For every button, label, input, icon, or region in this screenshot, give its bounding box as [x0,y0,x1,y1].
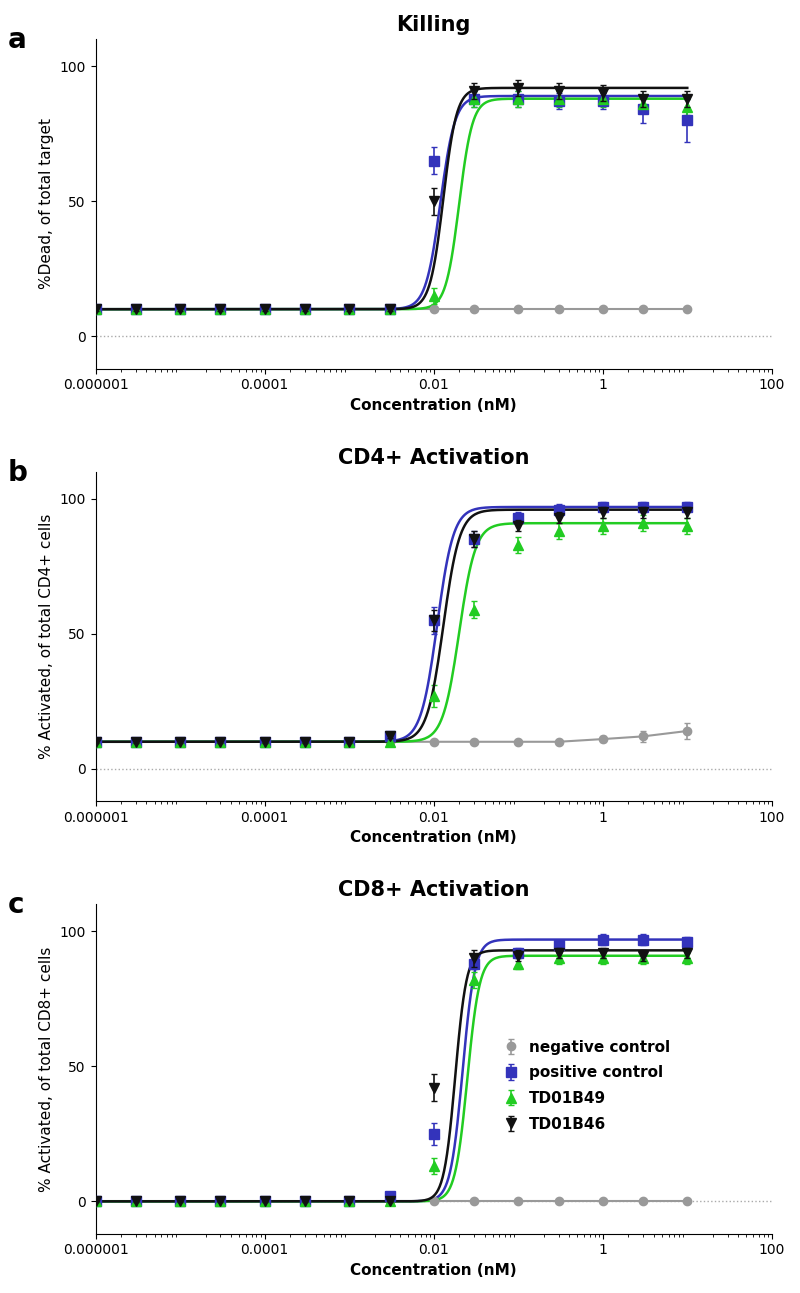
Title: Killing: Killing [397,16,471,35]
Title: CD4+ Activation: CD4+ Activation [338,447,530,468]
Text: b: b [8,459,27,486]
Text: a: a [8,26,26,54]
Title: CD8+ Activation: CD8+ Activation [338,881,530,900]
Y-axis label: %Dead, of total target: %Dead, of total target [39,119,54,290]
X-axis label: Concentration (nM): Concentration (nM) [350,398,517,412]
Text: c: c [8,891,24,919]
X-axis label: Concentration (nM): Concentration (nM) [350,1263,517,1277]
Legend: negative control, positive control, TD01B49, TD01B46: negative control, positive control, TD01… [495,1033,676,1138]
Y-axis label: % Activated, of total CD8+ cells: % Activated, of total CD8+ cells [39,946,54,1192]
X-axis label: Concentration (nM): Concentration (nM) [350,830,517,846]
Y-axis label: % Activated, of total CD4+ cells: % Activated, of total CD4+ cells [39,513,54,759]
